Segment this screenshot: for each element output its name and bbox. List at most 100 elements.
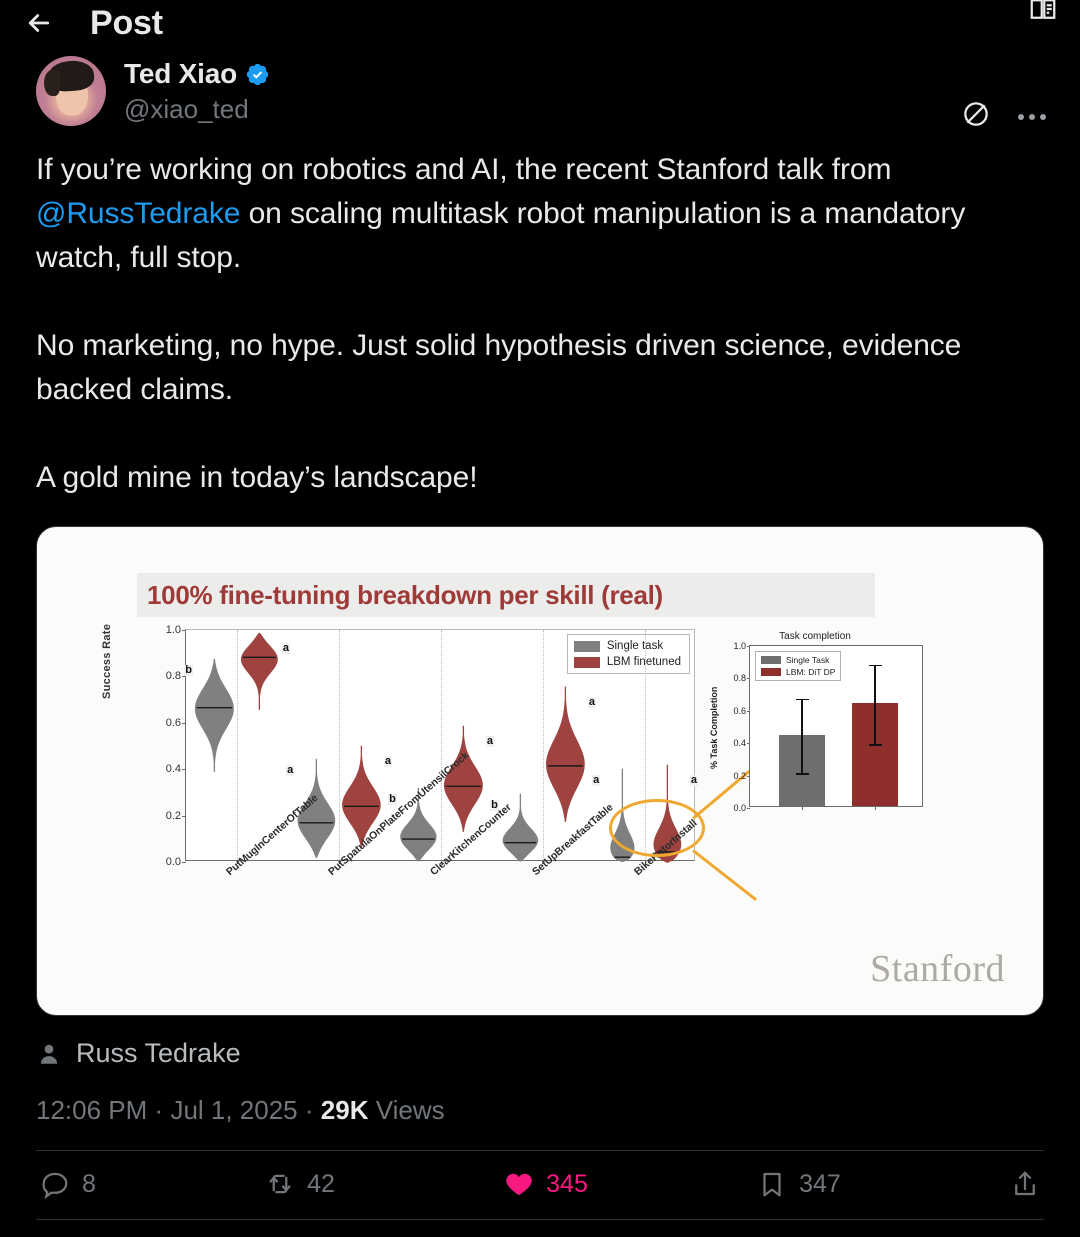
inset-error-cap (795, 698, 809, 701)
tweet-body: If you’re working on robotics and AI, th… (0, 126, 1080, 500)
legend-item-lbm-finetuned: LBM finetuned (573, 656, 681, 668)
chart-legend: Single task LBM finetuned (566, 634, 690, 674)
significance-label: a (281, 642, 290, 655)
author-handle[interactable]: @xiao_ted (124, 94, 249, 124)
y-tick-mark (182, 676, 186, 678)
more-options-icon[interactable] (1018, 113, 1046, 120)
violin-single-task-3 (501, 793, 540, 862)
views-label: Views (375, 1095, 445, 1125)
y-tick-mark (182, 769, 186, 771)
significance-label: a (383, 755, 392, 767)
violin-single-task-2 (399, 787, 438, 862)
y-tick-label: 1.0 (165, 624, 181, 636)
inset-y-tick-mark (747, 743, 750, 745)
inset-y-tick-mark (747, 710, 750, 712)
inset-legend-swatch-gray (761, 656, 781, 664)
grid-line (543, 630, 544, 860)
y-tick-mark (182, 630, 186, 631)
page-title: Post (90, 4, 163, 42)
app-header: Post (0, 0, 1080, 46)
slide-title-band: 100% fine-tuning breakdown per skill (re… (137, 573, 875, 617)
inset-title: Task completion (779, 631, 851, 642)
significance-label: a (485, 735, 494, 748)
retweet-icon (269, 1174, 291, 1194)
author-display-name[interactable]: Ted Xiao (124, 58, 238, 89)
tweet-meta: 12:06 PM · Jul 1, 2025 · 29K Views (0, 1069, 1080, 1126)
bottom-divider (36, 1219, 1044, 1220)
legend-swatch-red (573, 656, 600, 668)
y-tick-label: 0.4 (165, 763, 181, 776)
legend-label-1: LBM finetuned (606, 656, 681, 668)
tweet-date: Jul 1, 2025 (170, 1095, 298, 1125)
inset-legend: Single Task LBM: DiT DP (755, 651, 842, 681)
connector-line-bottom (692, 849, 757, 901)
significance-label: a (689, 773, 698, 786)
violin-lbm-finetuned-1 (342, 745, 381, 848)
inset-x-tick (875, 806, 877, 810)
y-tick-label: 0.6 (165, 716, 181, 729)
inset-legend-label-1: LBM: DiT DP (786, 667, 836, 677)
x-tick-mark (339, 860, 340, 864)
inset-error-cap (795, 773, 809, 775)
significance-label: b (184, 664, 193, 676)
meta-sep-2: · (304, 1095, 314, 1125)
significance-label: a (286, 763, 295, 776)
person-icon (40, 1044, 58, 1064)
tweet-rest: on scaling multitask robot manipulation … (36, 197, 966, 494)
y-tick-label: 0.0 (165, 856, 181, 868)
highlight-ellipse (609, 799, 705, 857)
author-names: Ted Xiao @xiao_ted (124, 56, 270, 125)
header-actions (1028, 0, 1058, 29)
grid-line (237, 630, 238, 860)
inset-y-tick-label: 0.4 (733, 738, 746, 749)
inset-x-tick (802, 806, 804, 810)
slash-circle-icon[interactable] (960, 98, 992, 135)
chart-title: 100% fine-tuning breakdown per skill (re… (147, 579, 663, 610)
legend-label-0: Single task (606, 640, 664, 652)
bookmark-count: 347 (799, 1169, 841, 1198)
inset-legend-item-0: Single Task (761, 655, 835, 665)
inset-error-cap (868, 744, 882, 746)
share-button[interactable] (1010, 1169, 1040, 1199)
verified-badge-icon (246, 63, 269, 85)
y-tick-mark (182, 815, 186, 817)
heart-icon (506, 1173, 532, 1196)
retweet-button[interactable]: 42 (265, 1169, 335, 1199)
stanford-logo: Stanford (870, 948, 1005, 990)
inset-y-tick-label: 0.6 (733, 705, 746, 716)
violin-single-task-0 (195, 658, 235, 772)
violin-single-task-1 (297, 758, 336, 858)
y-tick-mark (182, 862, 186, 863)
back-arrow-icon[interactable] (22, 6, 56, 40)
x-tick-mark (543, 860, 544, 864)
inset-y-axis-label: % Task Completion (709, 686, 719, 769)
mention-link[interactable]: @RussTedrake (36, 197, 241, 230)
avatar[interactable] (36, 56, 106, 126)
inset-axes: Single Task LBM: DiT DP 0.0 0.2 0.4 0.6 0.8 1… (733, 641, 923, 813)
violin-chart: Success Rate Single task LBM finetuned 0… (101, 621, 937, 1001)
inset-legend-label-0: Single Task (786, 655, 830, 665)
inset-chart: Task completion % Task Completion Single… (699, 631, 931, 831)
tweet-line-1: If you’re working on robotics and AI, th… (36, 153, 892, 186)
reader-mode-icon[interactable] (1028, 0, 1058, 29)
media-attribution[interactable]: Russ Tedrake (0, 1016, 1080, 1069)
significance-label: a (592, 774, 601, 787)
tweet-media-card[interactable]: 100% fine-tuning breakdown per skill (re… (36, 526, 1044, 1016)
meta-divider (36, 1150, 1044, 1151)
inset-legend-swatch-red (761, 668, 781, 676)
meta-sep-1: · (154, 1095, 164, 1125)
bookmark-icon (763, 1172, 781, 1197)
author-row: Ted Xiao @xiao_ted (0, 46, 1080, 126)
violin-lbm-finetuned-0 (240, 633, 279, 711)
bookmark-button[interactable]: 347 (757, 1169, 841, 1199)
inset-legend-item-1: LBM: DiT DP (761, 667, 835, 677)
inset-error-bar-1 (874, 665, 877, 745)
inset-error-bar-0 (801, 699, 803, 774)
inset-y-tick-label: 0.0 (733, 803, 746, 813)
significance-label: b (490, 798, 499, 811)
legend-item-single-task: Single task (573, 640, 681, 652)
legend-swatch-gray (573, 640, 600, 652)
like-button[interactable]: 345 (504, 1169, 588, 1199)
attribution-name: Russ Tedrake (76, 1038, 241, 1068)
reply-button[interactable]: 8 (40, 1169, 96, 1199)
